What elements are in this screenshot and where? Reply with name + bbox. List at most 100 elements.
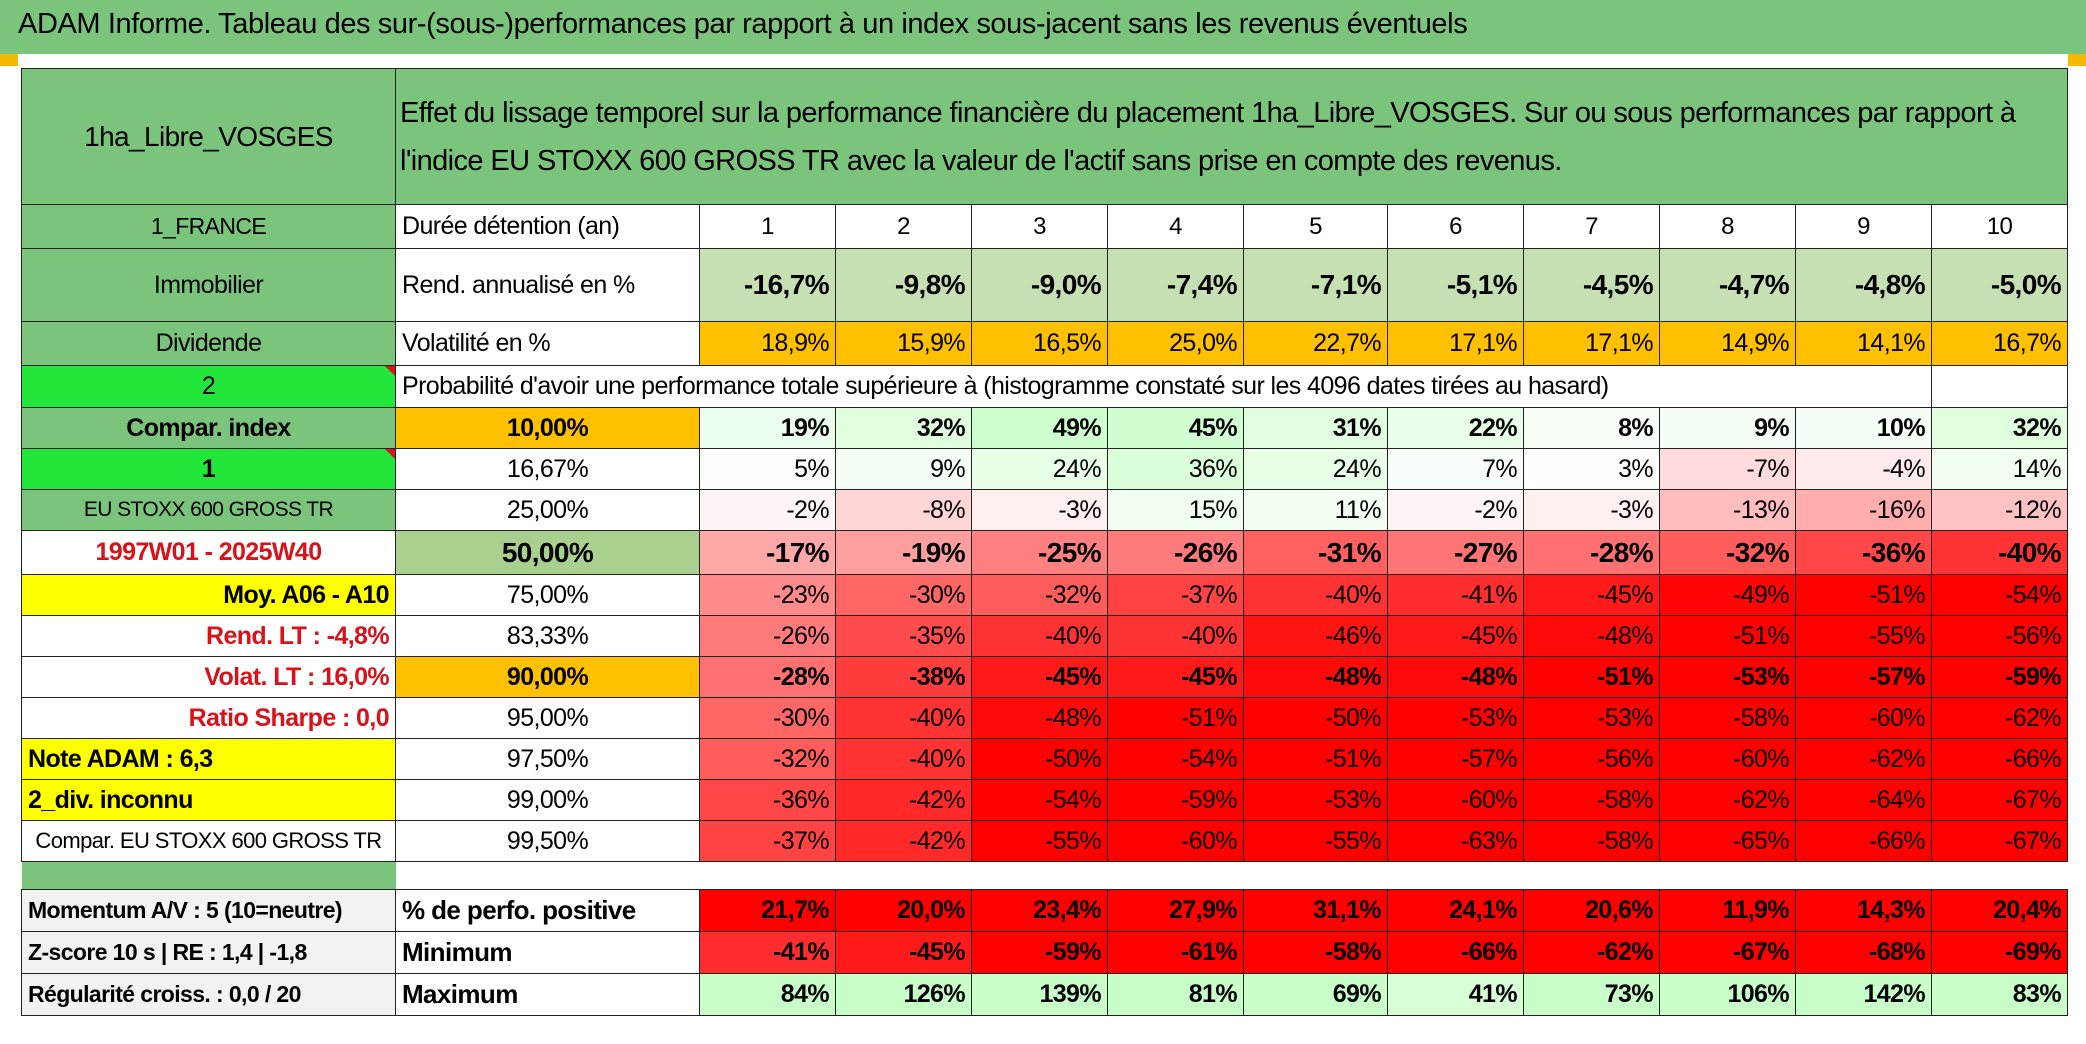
summary-value: 24,1%	[1387, 889, 1524, 932]
probability-value: 15%	[1107, 489, 1244, 531]
probability-row: Moy. A06 - A10 75,00% -23% -30% -32% -37% -40%…	[21, 574, 2068, 616]
left-label-index-flag: 1	[21, 448, 396, 490]
year-header: 7	[1523, 204, 1660, 249]
year-header: 10	[1931, 204, 2068, 249]
summary-value: -61%	[1107, 931, 1244, 974]
probability-value: -48%	[1243, 656, 1388, 698]
probability-value: -2%	[1387, 489, 1524, 531]
probability-value: -23%	[699, 574, 836, 616]
probability-value: 9%	[1659, 407, 1796, 449]
threshold-level: 90,00%	[395, 656, 700, 698]
summary-value: 139%	[971, 973, 1108, 1016]
probability-value: -41%	[1387, 574, 1524, 616]
summary-value: 83%	[1931, 973, 2068, 1016]
probability-value: -40%	[835, 738, 972, 780]
probability-value: -42%	[835, 779, 972, 821]
probability-value: -51%	[1523, 656, 1660, 698]
probability-value: -37%	[1107, 574, 1244, 616]
country-label: 1_FRANCE	[21, 204, 396, 249]
probability-value: -16%	[1795, 489, 1932, 531]
asset-class-label: Immobilier	[21, 248, 396, 322]
probability-value: -54%	[971, 779, 1108, 821]
probability-value: -60%	[1795, 697, 1932, 739]
probability-value: -57%	[1795, 656, 1932, 698]
probability-value: -56%	[1931, 615, 2068, 657]
left-label-period: 1997W01 - 2025W40	[21, 530, 396, 575]
probability-value: -26%	[699, 615, 836, 657]
probability-value: 11%	[1243, 489, 1388, 531]
probability-value: -63%	[1387, 820, 1524, 862]
probability-value: -48%	[1523, 615, 1660, 657]
probability-row: 1997W01 - 2025W40 50,00% -17% -19% -25% -26% -…	[21, 530, 2068, 575]
threshold-level: 50,00%	[395, 530, 700, 575]
probability-value: -59%	[1931, 656, 2068, 698]
probability-row: Volat. LT : 16,0% 90,00% -28% -38% -45% -45% -…	[21, 656, 2068, 698]
spacer-row	[21, 861, 2068, 890]
threshold-level: 75,00%	[395, 574, 700, 616]
summary-value: 142%	[1795, 973, 1932, 1016]
probability-value: -13%	[1659, 489, 1796, 531]
probability-value: -32%	[1659, 530, 1796, 575]
probability-value: 5%	[699, 448, 836, 490]
summary-value: 41%	[1387, 973, 1524, 1016]
probability-value: -53%	[1387, 697, 1524, 739]
probability-value: -48%	[1387, 656, 1524, 698]
probability-value: -40%	[1107, 615, 1244, 657]
summary-left-regularite: Régularité croiss. : 0,0 / 20	[21, 973, 396, 1016]
probability-value: -58%	[1659, 697, 1796, 739]
probability-value: -48%	[971, 697, 1108, 739]
probability-value: -62%	[1931, 697, 2068, 739]
rend-value: -4,8%	[1795, 248, 1932, 322]
summary-value: 126%	[835, 973, 972, 1016]
left-label-sharpe: Ratio Sharpe : 0,0	[21, 697, 396, 739]
summary-value: -58%	[1243, 931, 1388, 974]
threshold-level: 25,00%	[395, 489, 700, 531]
summary-left-zscore: Z-score 10 s | RE : 1,4 | -1,8	[21, 931, 396, 974]
summary-value: 31,1%	[1243, 889, 1388, 932]
left-label-compar-full: Compar. EU STOXX 600 GROSS TR	[21, 820, 396, 862]
probability-value: -7%	[1659, 448, 1796, 490]
report-title: ADAM Informe. Tableau des sur-(sous-)per…	[18, 8, 1468, 40]
probability-value: -54%	[1931, 574, 2068, 616]
rend-value: -7,1%	[1243, 248, 1388, 322]
duration-label: Durée détention (an)	[395, 204, 700, 249]
probability-value: -36%	[1795, 530, 1932, 575]
year-header: 6	[1387, 204, 1524, 249]
probability-value: -67%	[1931, 820, 2068, 862]
rend-row: Immobilier Rend. annualisé en % -16,7% -9…	[21, 248, 2068, 322]
vol-value: 16,5%	[971, 321, 1108, 366]
year-header: 9	[1795, 204, 1932, 249]
year-header: 1	[699, 204, 836, 249]
vol-value: 18,9%	[699, 321, 836, 366]
probability-value: -25%	[971, 530, 1108, 575]
year-header: 3	[971, 204, 1108, 249]
probability-row: Compar. index 10,00% 19% 32% 49% 45% 31% 22% 8% 9…	[21, 407, 2068, 449]
probability-value: -38%	[835, 656, 972, 698]
probability-value: -56%	[1523, 738, 1660, 780]
probability-value: 24%	[971, 448, 1108, 490]
rend-value: -5,1%	[1387, 248, 1524, 322]
probability-value: -67%	[1931, 779, 2068, 821]
vol-value: 22,7%	[1243, 321, 1388, 366]
probability-value: -30%	[699, 697, 836, 739]
probability-value: -26%	[1107, 530, 1244, 575]
probability-value: -8%	[835, 489, 972, 531]
probability-value: -60%	[1387, 779, 1524, 821]
threshold-level: 97,50%	[395, 738, 700, 780]
rend-value: -5,0%	[1931, 248, 2068, 322]
summary-value: -68%	[1795, 931, 1932, 974]
probability-row: EU STOXX 600 GROSS TR 25,00% -2% -8% -3% 15% 1…	[21, 489, 2068, 531]
left-label-note-adam: Note ADAM : 6,3	[21, 738, 396, 780]
summary-row: Régularité croiss. : 0,0 / 20 Maximum 84% 1…	[21, 973, 2068, 1016]
vol-value: 25,0%	[1107, 321, 1244, 366]
probability-value: -3%	[1523, 489, 1660, 531]
probability-value: 10%	[1795, 407, 1932, 449]
probability-value: -31%	[1243, 530, 1388, 575]
summary-value: -69%	[1931, 931, 2068, 974]
probability-row: Note ADAM : 6,3 97,50% -32% -40% -50% -54% -51…	[21, 738, 2068, 780]
probability-value: 32%	[835, 407, 972, 449]
summary-value: 23,4%	[971, 889, 1108, 932]
probability-value: -35%	[835, 615, 972, 657]
probability-value: 45%	[1107, 407, 1244, 449]
